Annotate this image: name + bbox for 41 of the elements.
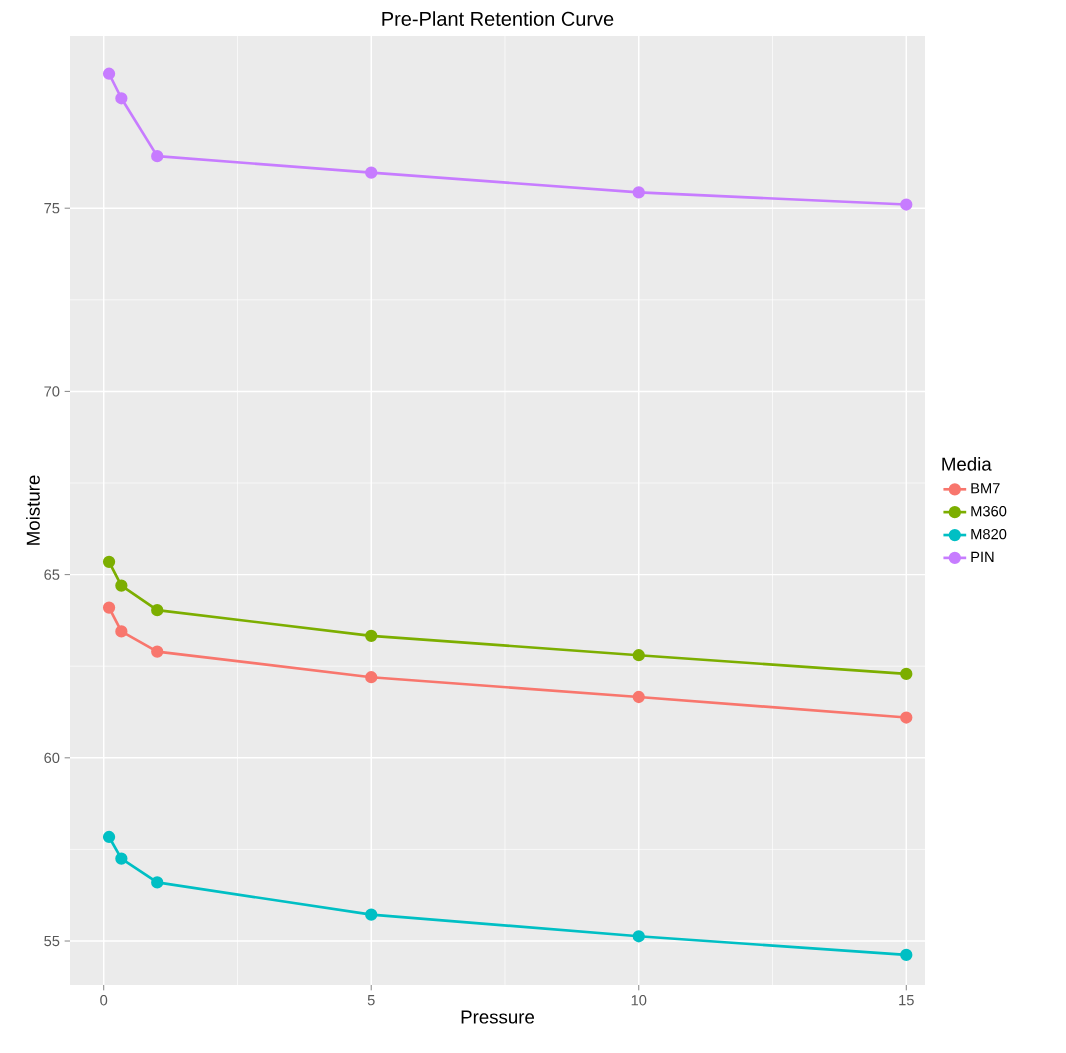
point (900, 667, 913, 681)
y-tick-label: 65 (44, 569, 60, 580)
x-tick-label: 15 (899, 995, 914, 1006)
legend-label: M360 (971, 506, 1007, 517)
point (151, 876, 164, 889)
point (900, 198, 913, 211)
x-tick-label: 10 (631, 995, 647, 1006)
legend-title: Media (942, 457, 992, 471)
y-tick-label: 75 (44, 203, 60, 214)
y-tick-label: 70 (44, 386, 60, 397)
point (365, 908, 378, 921)
point (115, 92, 128, 105)
point (632, 649, 645, 662)
legend-label: BM7 (971, 483, 1000, 494)
point (900, 711, 913, 724)
point (365, 671, 378, 684)
point (102, 830, 116, 844)
x-tick-label: 0 (100, 995, 108, 1006)
point (151, 604, 164, 617)
x-tick-label: 5 (367, 995, 375, 1006)
x-axis-title: Pressure (461, 1010, 535, 1024)
point (115, 625, 128, 638)
point (365, 166, 378, 179)
point (365, 629, 378, 642)
chart-title: Pre-Plant Retention Curve (382, 11, 614, 26)
legend-label: PIN (971, 551, 994, 562)
point (900, 948, 913, 962)
legend-label: M820 (971, 528, 1007, 540)
y-axis-title: Moisture (26, 475, 40, 545)
y-tick-label: 60 (44, 752, 60, 764)
point (115, 579, 128, 592)
y-tick-label: 55 (44, 935, 60, 947)
point (115, 852, 128, 865)
point (632, 690, 645, 704)
point (102, 67, 116, 80)
point (102, 555, 116, 568)
point (632, 930, 645, 943)
point (151, 645, 164, 658)
point (102, 601, 116, 614)
point (151, 150, 164, 163)
point (632, 186, 645, 199)
